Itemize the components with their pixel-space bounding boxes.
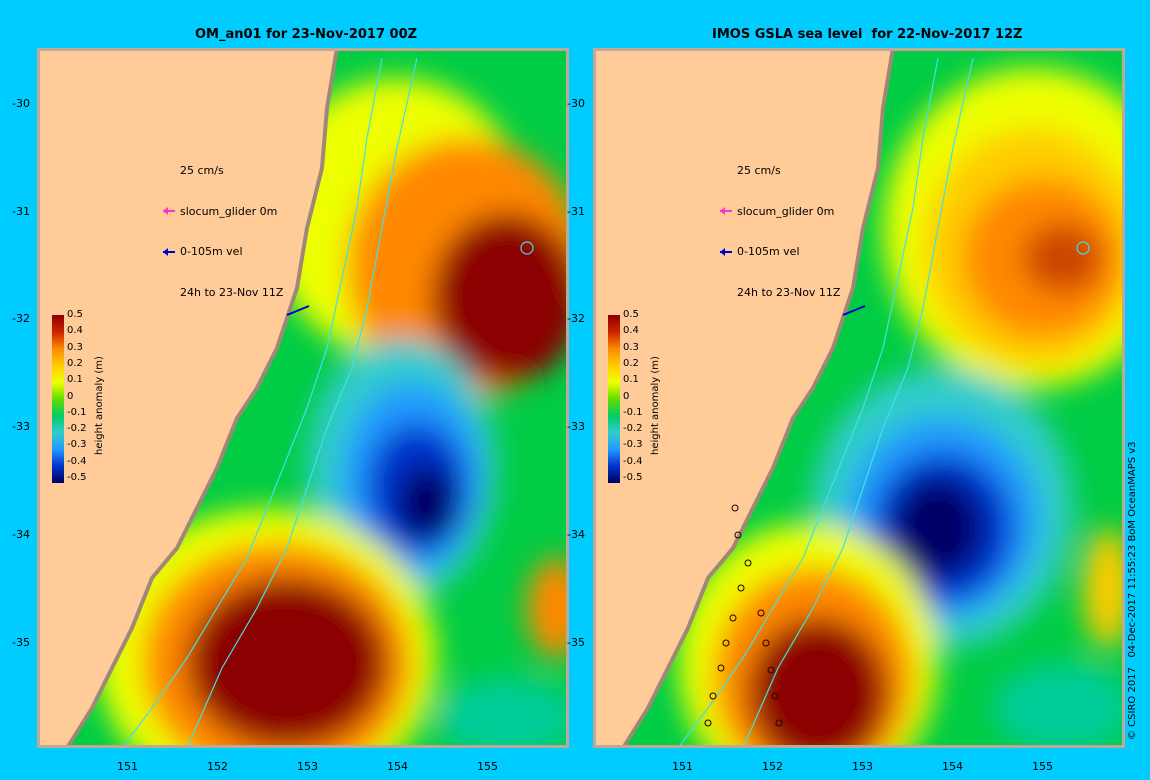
colorbar-title: height anomaly (m)	[650, 356, 661, 455]
y-tick: -31	[12, 205, 30, 218]
x-tick: 152	[207, 760, 228, 773]
colorbar-label: 0.4	[623, 325, 639, 337]
x-tick: 153	[852, 760, 873, 773]
y-tick: -32	[567, 312, 585, 325]
y-tick: -33	[567, 420, 585, 433]
legend-scale: 25 cm/s	[162, 164, 283, 178]
colorbar-label: -0.3	[67, 439, 87, 451]
y-tick: -33	[12, 420, 30, 433]
legend-glider: slocum_glider 0m	[162, 205, 283, 219]
y-tick: -32	[12, 312, 30, 325]
x-tick: 155	[477, 760, 498, 773]
colorbar-label: 0.3	[623, 341, 639, 353]
colorbar-label: 0.2	[623, 357, 639, 369]
legend-velocity-label: 0-105m vel	[180, 245, 243, 258]
colorbar-label: -0.5	[623, 472, 643, 483]
colorbar-label: 0.1	[623, 374, 639, 386]
velocity-arrow	[842, 305, 866, 316]
left-map	[37, 48, 569, 748]
colorbar-label: -0.1	[67, 406, 87, 418]
land-australia	[593, 48, 893, 748]
right-map	[593, 48, 1125, 748]
colorbar-label: -0.2	[623, 423, 643, 435]
y-tick: -34	[12, 528, 30, 541]
legend-period: 24h to 23-Nov 11Z	[162, 286, 283, 300]
left-legend: 25 cm/s slocum_glider 0m 0-105m vel 24h …	[162, 137, 283, 313]
legend-glider-label: slocum_glider 0m	[180, 204, 278, 218]
colorbar-label: -0.1	[623, 406, 643, 418]
colorbar-label: 0	[623, 390, 630, 402]
legend-glider: slocum_glider 0m	[719, 205, 840, 219]
copyright-text: © CSIRO 2017 04-Dec-2017 11:55:23 BoM Oc…	[1127, 441, 1138, 740]
colorbar-label: 0.5	[623, 309, 639, 320]
colorbar-gradient	[52, 315, 64, 483]
x-tick: 154	[942, 760, 963, 773]
colorbar-label: 0.5	[67, 309, 83, 320]
legend-period: 24h to 23-Nov 11Z	[719, 286, 840, 300]
glider-arrow-icon	[163, 207, 175, 216]
y-tick: -35	[567, 636, 585, 649]
colorbar-label: -0.5	[67, 472, 87, 483]
left-panel-title: OM_an01 for 23-Nov-2017 00Z	[195, 27, 418, 42]
y-tick: -30	[567, 97, 585, 110]
legend-velocity: 0-105m vel	[162, 245, 283, 259]
legend-scale-label: 25 cm/s	[737, 164, 781, 177]
colorbar-label: 0.1	[67, 374, 83, 386]
colorbar-gradient	[608, 315, 620, 483]
right-panel-title: IMOS GSLA sea level for 22-Nov-2017 12Z	[712, 27, 1023, 42]
legend-period-label: 24h to 23-Nov 11Z	[737, 285, 841, 299]
legend-scale: 25 cm/s	[719, 164, 840, 178]
legend-velocity: 0-105m vel	[719, 245, 840, 259]
x-tick: 152	[762, 760, 783, 773]
x-tick: 154	[387, 760, 408, 773]
colorbar-label: 0.4	[67, 325, 83, 337]
colorbar-title: height anomaly (m)	[94, 356, 105, 455]
legend-glider-label: slocum_glider 0m	[737, 204, 835, 218]
land-australia	[37, 48, 337, 748]
colorbar-label: 0.2	[67, 357, 83, 369]
colorbar-label: -0.2	[67, 423, 87, 435]
x-tick: 155	[1032, 760, 1053, 773]
legend-scale-label: 25 cm/s	[180, 164, 224, 177]
right-legend: 25 cm/s slocum_glider 0m 0-105m vel 24h …	[719, 137, 840, 313]
colorbar-label: -0.4	[623, 455, 643, 467]
colorbar-label: -0.3	[623, 439, 643, 451]
legend-period-label: 24h to 23-Nov 11Z	[180, 285, 284, 299]
legend-velocity-label: 0-105m vel	[737, 245, 800, 258]
x-tick: 151	[117, 760, 138, 773]
y-tick: -31	[567, 205, 585, 218]
velocity-arrow	[286, 305, 310, 316]
colorbar-label: -0.4	[67, 455, 87, 467]
colorbar-label: 0.3	[67, 341, 83, 353]
left-map-panel	[37, 48, 569, 748]
y-tick: -35	[12, 636, 30, 649]
x-tick: 151	[672, 760, 693, 773]
right-map-panel	[593, 48, 1125, 748]
colorbar-label: 0	[67, 390, 74, 402]
y-tick: -34	[567, 528, 585, 541]
x-tick: 153	[297, 760, 318, 773]
glider-arrow-icon	[720, 207, 732, 216]
y-tick: -30	[12, 97, 30, 110]
velocity-arrow-icon	[163, 247, 175, 256]
velocity-arrow-icon	[720, 247, 732, 256]
